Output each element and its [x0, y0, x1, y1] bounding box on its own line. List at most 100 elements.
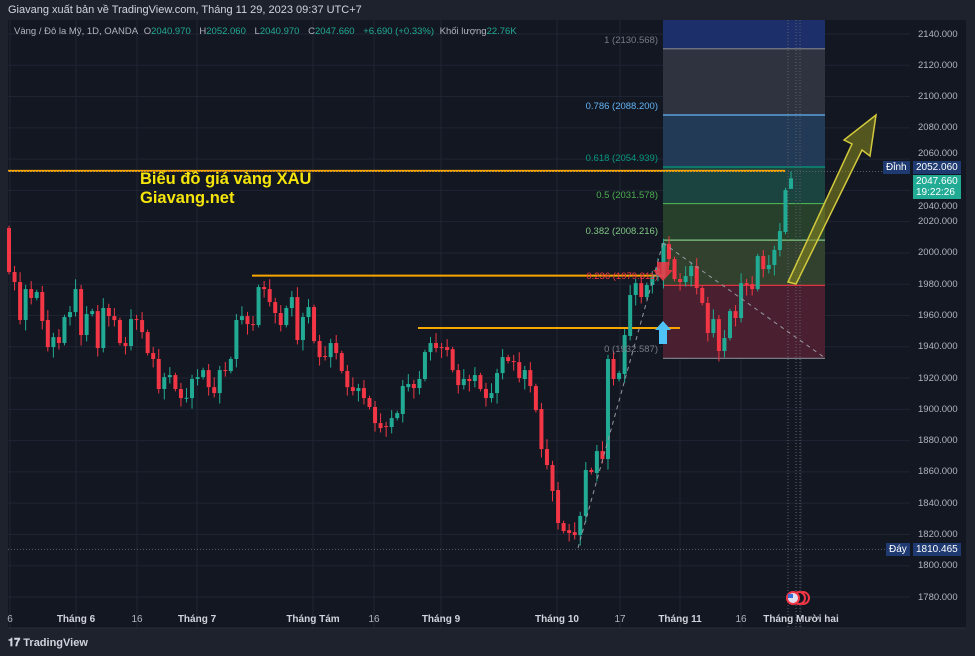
candle: [195, 369, 200, 386]
fib-band: [663, 48, 825, 116]
candle-body: [178, 389, 183, 399]
candle-body: [7, 228, 11, 273]
candle-body: [633, 283, 638, 296]
last-price-tag: 2047.660 19:22:26: [913, 175, 961, 199]
volume-value: 22.76K: [486, 26, 517, 37]
candle-body: [561, 523, 566, 532]
high-marker-value: 2052.060: [913, 161, 961, 174]
candle: [766, 255, 771, 274]
price-tick: 1980.000: [918, 278, 958, 290]
candle: [84, 306, 89, 342]
candle: [739, 273, 744, 323]
candle-body: [40, 292, 45, 321]
change-value: +6.690 (+0.33%): [363, 26, 434, 37]
low-value: 2040.970: [259, 26, 300, 37]
high-label: H: [199, 26, 207, 37]
candle-body: [18, 282, 23, 321]
candle-body: [622, 335, 627, 374]
candle-body: [289, 297, 294, 308]
time-tick: Tháng 9: [421, 614, 461, 625]
candle: [461, 369, 466, 390]
candle-body: [583, 470, 588, 516]
candle: [561, 520, 566, 534]
tradingview-logo[interactable]: 𝟏𝟕 TradingView: [8, 637, 88, 650]
fib-band: [663, 203, 825, 241]
candle: [705, 296, 710, 342]
economic-event-flags-icon[interactable]: [786, 591, 810, 605]
candle: [7, 225, 11, 275]
time-tick: Tháng 7: [177, 614, 217, 625]
candle: [400, 379, 405, 423]
candle-body: [300, 317, 305, 341]
candle-body: [190, 378, 195, 399]
candle-body: [389, 418, 394, 428]
publish-title: Giavang xuất bản về TradingView.com, Thá…: [8, 4, 362, 16]
candle: [500, 349, 505, 380]
support-resistance-lines[interactable]: [8, 20, 910, 628]
candle-body: [594, 451, 599, 473]
candle: [744, 278, 749, 296]
candle: [112, 308, 117, 327]
candle-body: [212, 387, 217, 394]
fib-level-label: 0 (1932.587): [604, 344, 658, 356]
candle-body: [489, 393, 494, 399]
candle: [517, 352, 522, 383]
candle-body: [750, 284, 755, 290]
candle: [339, 350, 344, 374]
arrow-down-icon[interactable]: [653, 262, 673, 281]
candle: [411, 379, 416, 399]
arrow-up-icon[interactable]: [655, 321, 671, 344]
candle-body: [528, 370, 533, 387]
candle-body: [567, 530, 572, 534]
bar-countdown: 19:22:26: [916, 187, 955, 198]
candle-body: [251, 324, 256, 326]
fib-level-label: 0.618 (2054.939): [585, 153, 658, 165]
fib-band: [663, 115, 825, 168]
candle: [156, 349, 161, 394]
price-tick: 1780.000: [918, 591, 958, 603]
candle-body: [722, 338, 727, 352]
candle-body: [106, 307, 111, 317]
price-tick: 2060.000: [918, 148, 958, 159]
fib-level-label: 1 (2130.568): [604, 34, 658, 46]
candle: [190, 374, 195, 409]
candle: [783, 187, 788, 235]
candle: [711, 309, 716, 338]
candle: [56, 329, 61, 350]
candle-body: [589, 470, 594, 473]
candle: [34, 289, 39, 301]
candle: [284, 305, 289, 328]
candle-body: [156, 358, 161, 390]
candle: [378, 413, 383, 433]
candle-body: [306, 307, 311, 318]
candle: [367, 395, 372, 410]
candle: [628, 285, 633, 341]
candle: [522, 365, 527, 390]
candle-body: [256, 287, 261, 326]
time-tick: Tháng 10: [535, 614, 579, 625]
candle: [300, 312, 305, 351]
candle: [167, 367, 172, 384]
candle-body: [472, 375, 477, 382]
candle: [334, 335, 339, 360]
candle-body: [345, 371, 350, 388]
trend-line-down[interactable]: [662, 242, 826, 359]
candle-body: [683, 276, 688, 283]
candle-body: [334, 343, 339, 354]
big-arrow-icon[interactable]: [786, 113, 878, 285]
candle-body: [700, 287, 705, 303]
candle-body: [761, 256, 766, 270]
fibonacci-retracement[interactable]: [663, 20, 825, 359]
candle-body: [134, 319, 139, 321]
candle-body: [267, 289, 272, 303]
candle-body: [323, 356, 328, 358]
annotation-line-1: Biểu đồ giá vàng XAU: [140, 170, 312, 188]
candle: [245, 311, 250, 335]
candle-body: [378, 423, 383, 429]
symbol-name[interactable]: Vàng / Đô la Mỹ, 1D, OANDA: [14, 26, 139, 37]
chart-annotation-text[interactable]: Biểu đồ giá vàng XAU Giavang.net: [140, 170, 311, 208]
candle: [212, 377, 217, 398]
candle: [450, 346, 455, 373]
candle: [173, 372, 178, 392]
